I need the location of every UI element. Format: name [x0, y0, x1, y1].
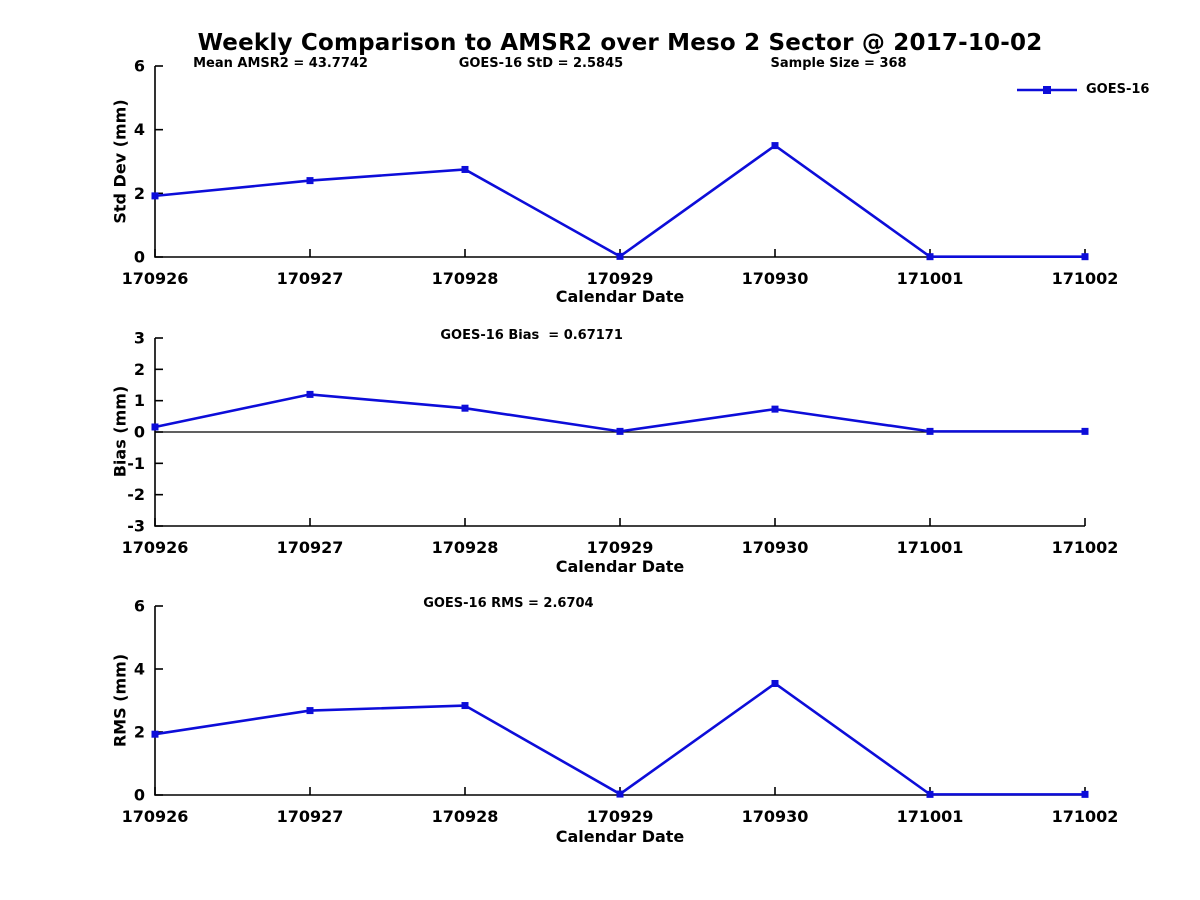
y-tick-label: -3: [127, 517, 145, 536]
data-marker: [151, 192, 159, 200]
legend-label: GOES-16: [1086, 82, 1150, 97]
y-tick-label: 2: [134, 184, 145, 203]
annotation-sample-size: Sample Size = 368: [770, 56, 907, 71]
series-line-GOES-16: [154, 143, 1085, 258]
x-axis-label-stddev: Calendar Date: [555, 287, 685, 306]
data-marker: [461, 165, 469, 173]
data-marker: [306, 390, 314, 398]
x-tick-label: 170926: [122, 807, 189, 826]
data-marker: [1081, 427, 1089, 435]
x-tick-label: 170927: [277, 269, 344, 288]
data-marker: [616, 790, 624, 798]
x-tick-label: 170930: [742, 807, 809, 826]
annotation-goes16-std: GOES-16 StD = 2.5845: [458, 56, 624, 71]
x-tick-label: 170930: [742, 269, 809, 288]
annotation-goes16-rms: GOES-16 RMS = 2.6704: [423, 596, 594, 611]
y-axis-label-rms: RMS (mm): [110, 653, 130, 748]
data-marker: [771, 679, 779, 687]
x-tick-label: 171002: [1052, 807, 1119, 826]
x-tick-label: 171001: [897, 807, 964, 826]
series-line-GOES-16: [154, 681, 1085, 796]
x-tick-label: 170930: [742, 538, 809, 557]
data-marker: [616, 427, 624, 435]
x-tick-label: 170928: [432, 807, 499, 826]
subplot-rms: 0 2 4 6 170926 170927 170928 170929 170930 171001…: [122, 597, 1119, 827]
annotation-goes16-bias: GOES-16 Bias = 0.67171: [440, 328, 623, 343]
y-axis-label-stddev: Std Dev (mm): [110, 99, 130, 224]
x-axis-label-rms: Calendar Date: [555, 827, 685, 846]
y-tick-label: -1: [127, 454, 145, 473]
series-line-GOES-16: [154, 393, 1085, 433]
legend: GOES-16: [1016, 82, 1149, 97]
axes-spines: [154, 66, 1085, 258]
data-marker: [771, 142, 779, 150]
legend-line-swatch-icon: [1017, 85, 1077, 94]
axes-spines: [154, 606, 1085, 796]
subplot-bias: -3 -2 -1 0 1 2 3 170926 170927 170928 170929 170930…: [122, 329, 1119, 558]
x-tick-label: 170929: [587, 538, 654, 557]
x-tick-label: 171002: [1052, 269, 1119, 288]
x-tick-label: 170927: [277, 538, 344, 557]
x-tick-label: 170928: [432, 538, 499, 557]
data-marker: [616, 252, 624, 260]
y-tick-label: 6: [134, 57, 145, 76]
data-marker: [926, 253, 934, 261]
annotation-mean-amsr2: Mean AMSR2 = 43.7742: [193, 56, 368, 71]
data-marker: [771, 405, 779, 413]
data-marker: [306, 707, 314, 715]
y-tick-label: 0: [134, 786, 145, 805]
data-marker: [461, 702, 469, 710]
data-marker: [461, 404, 469, 412]
y-tick-label: 4: [134, 120, 145, 139]
data-marker: [926, 427, 934, 435]
y-tick-label: 6: [134, 597, 145, 616]
data-marker: [926, 790, 934, 798]
y-tick-label: 0: [134, 423, 145, 442]
y-tick-label: 4: [134, 660, 145, 679]
x-tick-label: 170926: [122, 269, 189, 288]
x-tick-label: 170929: [587, 269, 654, 288]
y-axis-label-bias: Bias (mm): [110, 385, 130, 478]
subplot-stddev: 0 2 4 6 170926 170927 170928 170929 170930 171001…: [122, 57, 1119, 289]
y-tick-label: 3: [134, 329, 145, 348]
x-tick-label: 171001: [897, 269, 964, 288]
x-tick-label: 170928: [432, 269, 499, 288]
figure-title: Weekly Comparison to AMSR2 over Meso 2 S…: [197, 30, 1043, 56]
data-marker: [1081, 790, 1089, 798]
y-tick-label: -2: [127, 485, 145, 504]
x-axis-label-bias: Calendar Date: [555, 557, 685, 576]
y-tick-label: 0: [134, 248, 145, 267]
x-tick-label: 170929: [587, 807, 654, 826]
y-tick-label: 2: [134, 723, 145, 742]
data-marker: [151, 730, 159, 738]
data-marker: [151, 423, 159, 431]
x-tick-label: 171002: [1052, 538, 1119, 557]
x-tick-label: 170927: [277, 807, 344, 826]
x-tick-label: 171001: [897, 538, 964, 557]
y-tick-label: 2: [134, 360, 145, 379]
data-marker: [306, 177, 314, 185]
x-tick-label: 170926: [122, 538, 189, 557]
data-marker: [1081, 253, 1089, 261]
y-tick-label: 1: [134, 391, 145, 410]
